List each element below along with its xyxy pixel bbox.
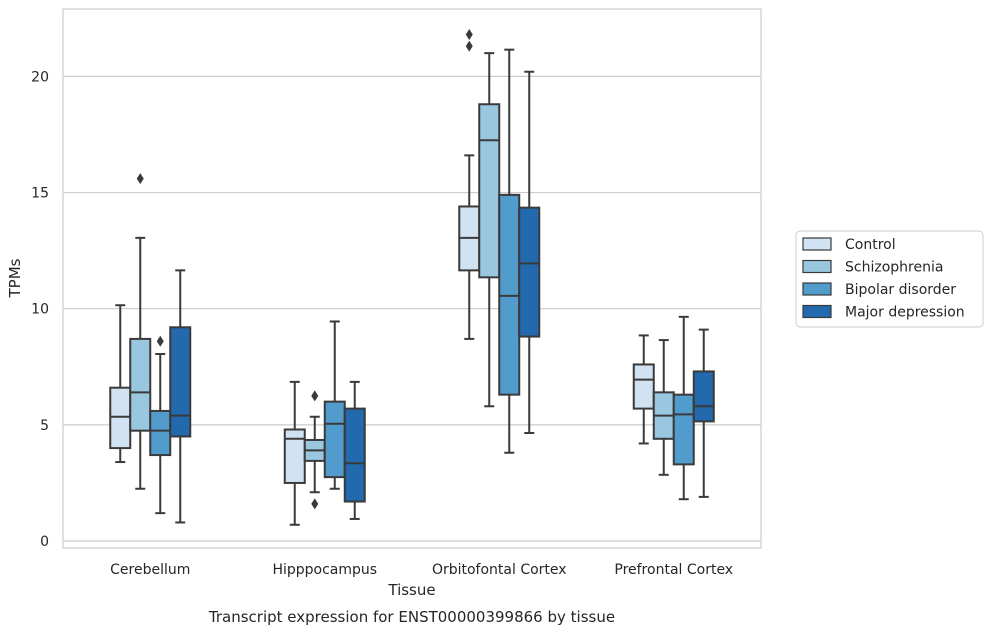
x-tick-label-3: Orbitofontal Cortex [432,562,567,578]
chart-caption: Transcript expression for ENST0000039986… [208,608,615,626]
outlier-point-1 [465,40,473,52]
legend: Control Schizophrenia Bipolar disorder Majo… [795,230,984,328]
box-4-4 [692,328,715,498]
box-iqr [109,386,132,450]
box-2-1 [129,173,152,490]
y-axis-label: TPMs [6,258,24,298]
plot-area-frame [62,8,762,549]
box-iqr [343,407,366,503]
outlier-point-1 [136,173,144,185]
box-iqr [498,193,521,396]
x-tick-label-4: Prefrontal Cortex [614,562,733,578]
y-tick-label-20: 20 [31,69,49,85]
box-iqr [632,363,655,410]
box-4-3 [518,70,541,434]
box-3-1 [149,335,172,515]
x-tick-label-1: Cerebellum [110,562,190,578]
box-4-1 [169,269,192,524]
box-iqr [169,326,192,438]
legend-frame [795,230,984,328]
box-iqr [129,337,152,432]
legend-swatch-3 [802,282,832,296]
box-iqr [478,103,501,279]
box-1-2 [283,380,306,526]
legend-label-4: Major depression [845,305,965,321]
gridlines [63,75,761,542]
outlier-point-2 [311,498,319,510]
series-major-depression [169,70,715,524]
box-iqr [518,206,541,338]
box-1-1 [109,304,132,464]
y-tick-label-10: 10 [31,302,49,318]
box-1-4 [632,334,655,445]
legend-swatch-1 [802,237,832,251]
series-schizophrenia [129,52,675,510]
box-2-3 [478,52,501,408]
legend-label-3: Bipolar disorder [845,282,956,298]
y-axis-ticks: 0 5 10 15 20 [31,69,49,550]
y-tick-label-15: 15 [31,186,49,202]
x-axis-ticks: Cerebellum Hipppocampus Orbitofontal Corte… [110,562,733,578]
box-1-3 [458,29,481,340]
legend-swatch-2 [802,259,832,274]
box-4-2 [343,380,366,520]
legend-swatch-4 [802,304,832,319]
box-iqr [149,409,172,457]
box-iqr [323,400,346,479]
y-tick-label-0: 0 [40,534,49,550]
x-tick-label-2: Hipppocampus [272,562,377,578]
y-tick-label-5: 5 [40,418,49,434]
box-iqr [283,428,306,484]
box-3-3 [498,48,521,454]
box-3-2 [323,320,346,490]
box-iqr [692,370,715,423]
box-2-4 [652,339,675,476]
outlier-point-2 [465,29,473,41]
outlier-point-1 [156,335,164,347]
box-2-2 [303,390,326,510]
x-axis-label: Tissue [387,581,435,599]
box-series-group [109,29,715,526]
legend-label-2: Schizophrenia [845,260,943,276]
series-bipolar-disorder [149,48,695,515]
legend-label-1: Control [845,237,896,253]
box-iqr [672,393,695,466]
outlier-point-1 [311,390,319,402]
box-3-4 [672,315,695,501]
series-control [109,29,655,526]
